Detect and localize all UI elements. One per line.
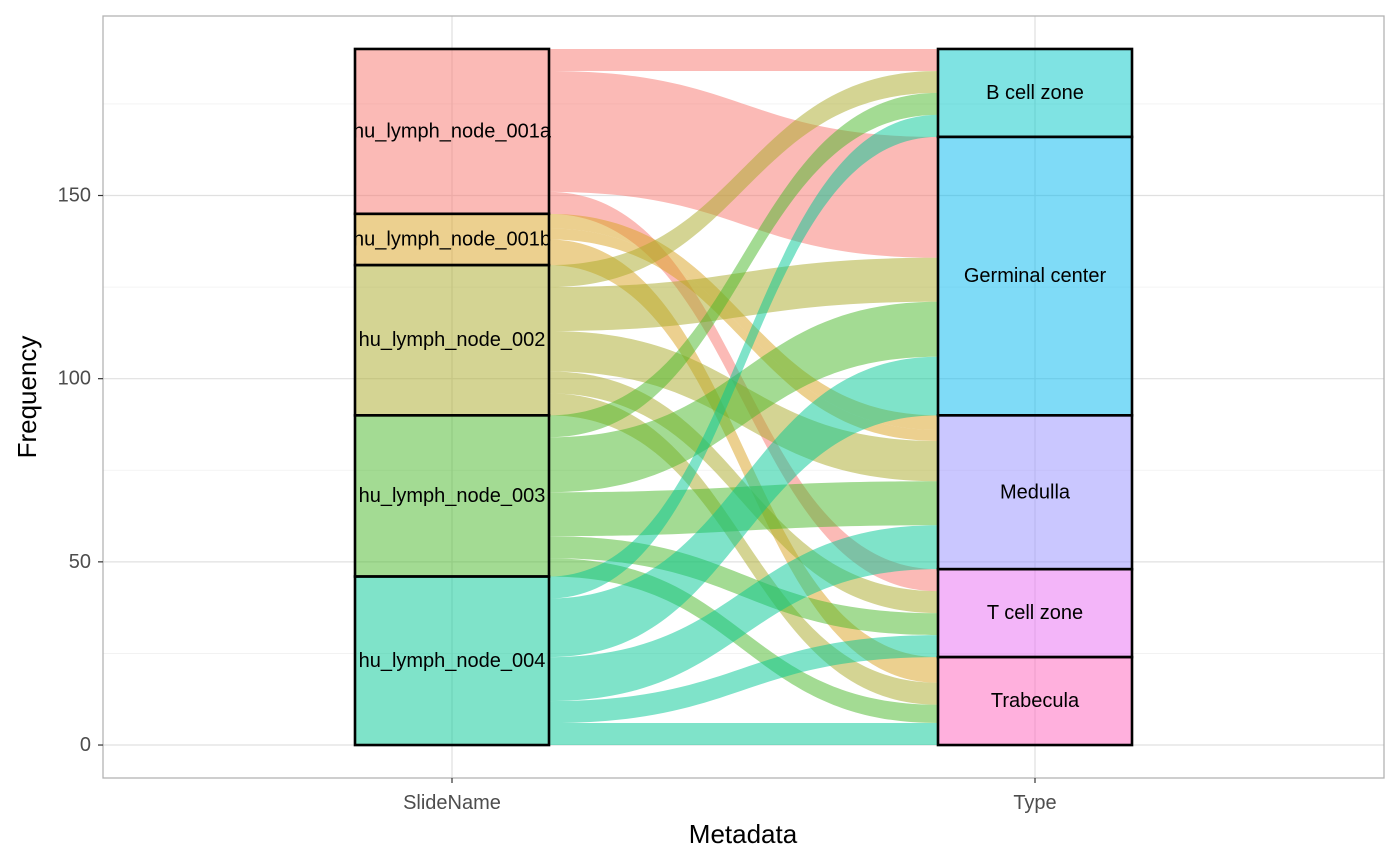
flow-ribbon	[549, 393, 938, 705]
stratum-label: Medulla	[1000, 481, 1071, 503]
y-tick-label: 150	[58, 185, 91, 207]
flow-ribbon	[549, 92, 938, 438]
flow-ribbon	[549, 257, 938, 332]
stratum-label: hu_lymph_node_004	[359, 650, 546, 672]
stratum-label: Trabecula	[991, 690, 1080, 712]
stratum-box	[353, 575, 551, 747]
stratum-box	[353, 414, 551, 578]
stratum-box	[353, 263, 551, 417]
flow-ribbon	[549, 239, 938, 683]
stratum-box	[936, 414, 1134, 571]
flow-ribbon	[549, 536, 938, 636]
x-tick-label: Type	[1013, 792, 1056, 814]
flow-ribbon	[549, 635, 938, 724]
flow-ribbon	[549, 114, 938, 599]
stratum-box	[936, 567, 1134, 659]
stratum-label: hu_lymph_node_001b	[353, 228, 551, 250]
stratum-label: hu_lymph_node_002	[359, 329, 546, 351]
stratum-label: hu_lymph_node_003	[359, 485, 546, 507]
panel-border	[102, 15, 1385, 779]
y-tick-label: 50	[69, 551, 91, 573]
stratum-box	[936, 135, 1134, 417]
flow-ribbon	[549, 723, 938, 746]
x-axis-ticks: SlideName Type	[403, 778, 1057, 814]
y-tick-label: 100	[58, 368, 91, 390]
flow-ribbon	[549, 525, 938, 702]
flows	[549, 48, 938, 746]
flow-ribbon	[549, 558, 938, 724]
flow-ribbon	[549, 48, 938, 71]
y-tick-label: 0	[80, 734, 91, 756]
stratum-label: T cell zone	[987, 602, 1083, 624]
y-axis-ticks: 0 50 100 150	[58, 185, 103, 756]
flow-ribbon	[549, 301, 938, 493]
flow-ribbon	[549, 70, 938, 288]
strata: hu_lymph_node_001a hu_lymph_node_001b hu_l…	[353, 47, 1134, 747]
stratum-box	[353, 212, 551, 267]
flow-ribbon	[549, 228, 938, 441]
x-axis-title: Metadata	[689, 819, 798, 849]
flow-ribbon	[549, 356, 938, 658]
x-tick-label: SlideName	[403, 792, 501, 814]
flow-ribbon	[549, 213, 938, 430]
flow-ribbon	[549, 70, 938, 258]
stratum-label: hu_lymph_node_001a	[353, 120, 552, 142]
stratum-label: B cell zone	[986, 82, 1084, 104]
stratum-label: Germinal center	[964, 265, 1107, 287]
y-axis-title: Frequency	[12, 336, 42, 459]
stratum-box	[936, 655, 1134, 747]
